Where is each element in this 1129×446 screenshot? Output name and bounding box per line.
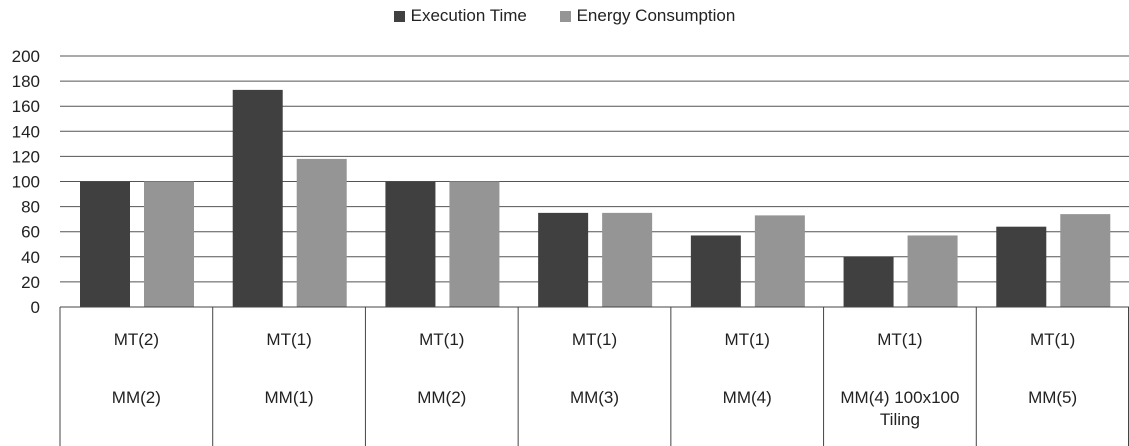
bar-execution-time bbox=[232, 89, 283, 307]
x-category-label: MT(1) bbox=[266, 330, 311, 349]
bar-execution-time bbox=[690, 235, 741, 307]
y-tick-label: 20 bbox=[21, 273, 40, 292]
legend-swatch-energy-consumption bbox=[559, 10, 571, 22]
x-category-label: MM(4) 100x100 bbox=[840, 388, 959, 407]
legend-item-energy-consumption: Energy Consumption bbox=[559, 5, 736, 26]
bar-execution-time bbox=[385, 181, 436, 307]
x-category-label: MM(3) bbox=[570, 388, 619, 407]
y-tick-label: 180 bbox=[12, 72, 40, 91]
bar-energy-consumption bbox=[144, 181, 194, 307]
x-category-label: MT(1) bbox=[572, 330, 617, 349]
y-tick-label: 120 bbox=[12, 147, 40, 166]
x-category-label: MM(5) bbox=[1028, 388, 1077, 407]
y-tick-label: 80 bbox=[21, 198, 40, 217]
y-tick-label: 100 bbox=[12, 173, 40, 192]
y-tick-label: 140 bbox=[12, 122, 40, 141]
y-tick-label: 60 bbox=[21, 223, 40, 242]
bar-energy-consumption bbox=[602, 212, 653, 307]
y-tick-label: 40 bbox=[21, 248, 40, 267]
bar-energy-consumption bbox=[754, 215, 805, 307]
x-category-label: MM(2) bbox=[112, 388, 161, 407]
bar-execution-time bbox=[538, 212, 589, 307]
chart-legend: Execution Time Energy Consumption bbox=[0, 5, 1129, 26]
bar-energy-consumption bbox=[449, 181, 500, 307]
x-category-label: MT(1) bbox=[419, 330, 464, 349]
x-category-label: MM(2) bbox=[417, 388, 466, 407]
x-category-label: Tiling bbox=[880, 410, 920, 429]
bar-energy-consumption bbox=[296, 158, 347, 307]
legend-swatch-execution-time bbox=[393, 10, 405, 22]
bar-execution-time bbox=[996, 226, 1047, 307]
legend-item-execution-time: Execution Time bbox=[393, 5, 527, 26]
bar-energy-consumption bbox=[907, 235, 958, 307]
x-category-label: MT(1) bbox=[725, 330, 770, 349]
x-category-label: MM(4) bbox=[723, 388, 772, 407]
x-category-label: MM(1) bbox=[265, 388, 314, 407]
legend-label-energy-consumption: Energy Consumption bbox=[576, 5, 736, 25]
x-category-label: MT(1) bbox=[877, 330, 922, 349]
bar-energy-consumption bbox=[1060, 214, 1111, 307]
y-tick-label: 0 bbox=[31, 298, 40, 317]
x-category-label: MT(1) bbox=[1030, 330, 1075, 349]
y-tick-label: 200 bbox=[12, 47, 40, 66]
y-tick-label: 160 bbox=[12, 97, 40, 116]
bar-execution-time bbox=[843, 256, 894, 307]
legend-label-execution-time: Execution Time bbox=[410, 5, 527, 25]
x-category-label: MT(2) bbox=[114, 330, 159, 349]
bar-execution-time bbox=[80, 181, 130, 307]
